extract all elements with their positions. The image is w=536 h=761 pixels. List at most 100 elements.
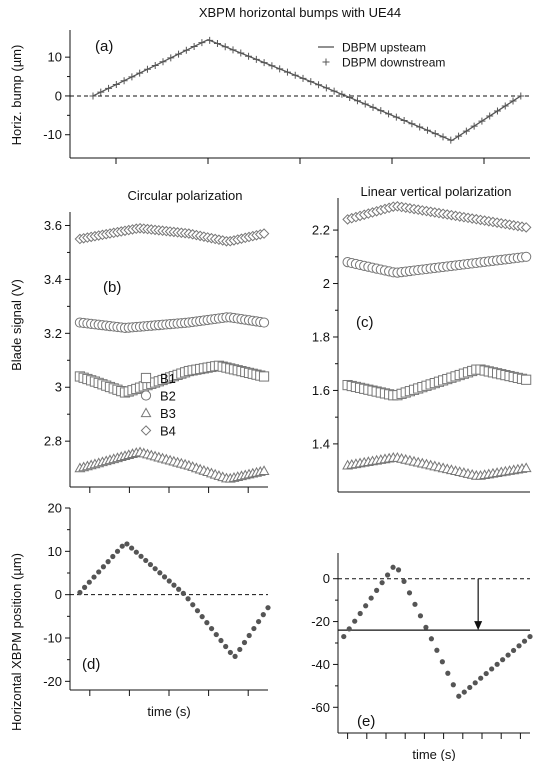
data-point — [401, 578, 407, 584]
data-point-dbpm downstream — [439, 133, 447, 141]
data-point — [505, 652, 511, 658]
data-point-dbpm downstream — [182, 46, 190, 54]
data-point — [157, 570, 163, 576]
data-point — [412, 601, 418, 607]
y-tick-label: 0 — [323, 571, 330, 586]
data-point — [417, 613, 424, 619]
data-point — [246, 632, 252, 639]
data-point-dbpm downstream — [369, 103, 377, 111]
data-point-dbpm downstream — [486, 112, 494, 120]
data-point — [91, 574, 97, 580]
data-point-dbpm downstream — [330, 87, 338, 95]
data-point — [147, 561, 154, 568]
data-point — [478, 675, 484, 681]
data-point — [483, 670, 489, 677]
legend-label: DBPM downstream — [342, 56, 445, 70]
legend-swatch — [140, 407, 152, 418]
panel-label: (b) — [103, 279, 121, 296]
data-point — [255, 618, 262, 625]
data-point — [374, 587, 380, 593]
data-point — [500, 657, 506, 663]
y-tick-label: 3.4 — [44, 272, 62, 287]
y-tick-label: 3.2 — [44, 326, 62, 341]
arrow-head — [474, 621, 483, 631]
data-point — [467, 684, 473, 691]
data-point — [510, 647, 517, 654]
data-point — [223, 643, 229, 650]
legend-swatch — [140, 390, 152, 401]
data-point-b3 — [258, 465, 270, 476]
data-point — [166, 578, 172, 584]
data-point — [110, 553, 116, 560]
y-tick-label: 1.6 — [312, 383, 330, 398]
y-tick-label: -60 — [311, 700, 330, 715]
data-point-dbpm downstream — [167, 54, 175, 62]
data-point-dbpm downstream — [462, 127, 470, 135]
data-point — [434, 647, 440, 653]
data-point-dbpm downstream — [283, 68, 291, 76]
y-tick-label: 3 — [55, 380, 62, 395]
data-point — [241, 639, 248, 646]
data-point — [138, 553, 144, 559]
panel-d: -20 -10 0 10 20 (d) time (s) — [43, 501, 271, 719]
data-point — [114, 548, 121, 554]
data-point-dbpm downstream — [206, 36, 214, 44]
data-point — [406, 590, 413, 596]
data-point — [171, 582, 177, 588]
y-tick-label: 10 — [48, 50, 62, 65]
data-point — [527, 633, 533, 640]
y-tick-label: 2 — [323, 276, 330, 291]
data-point-dbpm downstream — [385, 110, 393, 118]
y-tick-label: -20 — [43, 674, 62, 689]
y-tick-label: 2.2 — [312, 223, 330, 238]
data-point — [461, 689, 467, 695]
data-point — [384, 572, 391, 578]
y-tick-label: 2.8 — [44, 434, 62, 449]
data-point — [176, 586, 182, 592]
data-point — [456, 693, 462, 699]
data-point — [180, 590, 186, 596]
y-tick-label: 3.6 — [44, 218, 62, 233]
data-point — [352, 618, 358, 624]
data-point-dbpm downstream — [408, 120, 416, 128]
data-point-dbpm downstream — [416, 123, 424, 131]
data-point — [152, 566, 158, 572]
data-point-dbpm downstream — [431, 130, 439, 138]
x-axis-label: time (s) — [412, 747, 455, 761]
data-point — [133, 549, 139, 555]
data-point-dbpm downstream — [198, 39, 206, 47]
data-point-dbpm downstream — [377, 107, 385, 115]
panel-label: (d) — [82, 656, 100, 673]
legend-label: DBPM upsteam — [342, 41, 426, 55]
data-point — [341, 633, 347, 640]
data-point — [439, 659, 445, 665]
data-point — [232, 653, 238, 660]
data-point — [423, 624, 429, 630]
panel-label: (a) — [95, 38, 113, 55]
data-point-dbpm downstream — [338, 90, 346, 98]
y-tick-label: -10 — [43, 127, 62, 142]
data-point-dbpm downstream — [151, 62, 159, 70]
legend-swatch — [322, 58, 330, 66]
data-point — [428, 636, 435, 642]
data-point — [185, 596, 191, 602]
data-point — [190, 602, 196, 608]
series-line — [92, 38, 522, 142]
data-point — [251, 625, 257, 632]
data-point-dbpm downstream — [105, 84, 113, 92]
data-point — [199, 614, 205, 620]
data-point — [379, 580, 385, 586]
y-tick-label: 10 — [48, 544, 62, 559]
panel-b: 2.8 3 3.2 3.4 3.6 (b) B1 B2 B3 B4 — [44, 212, 270, 493]
y-tick-label: 0 — [55, 88, 62, 103]
data-point-dbpm downstream — [291, 71, 299, 79]
data-point — [119, 543, 125, 549]
data-point — [218, 637, 224, 644]
data-point-b2 — [521, 251, 532, 262]
legend-swatch — [140, 372, 152, 384]
data-point — [77, 589, 83, 596]
data-point — [124, 541, 130, 547]
blade-axis-label: Blade signal (V) — [9, 279, 24, 371]
x-axis-label: time (s) — [147, 704, 190, 719]
data-point — [86, 579, 92, 585]
